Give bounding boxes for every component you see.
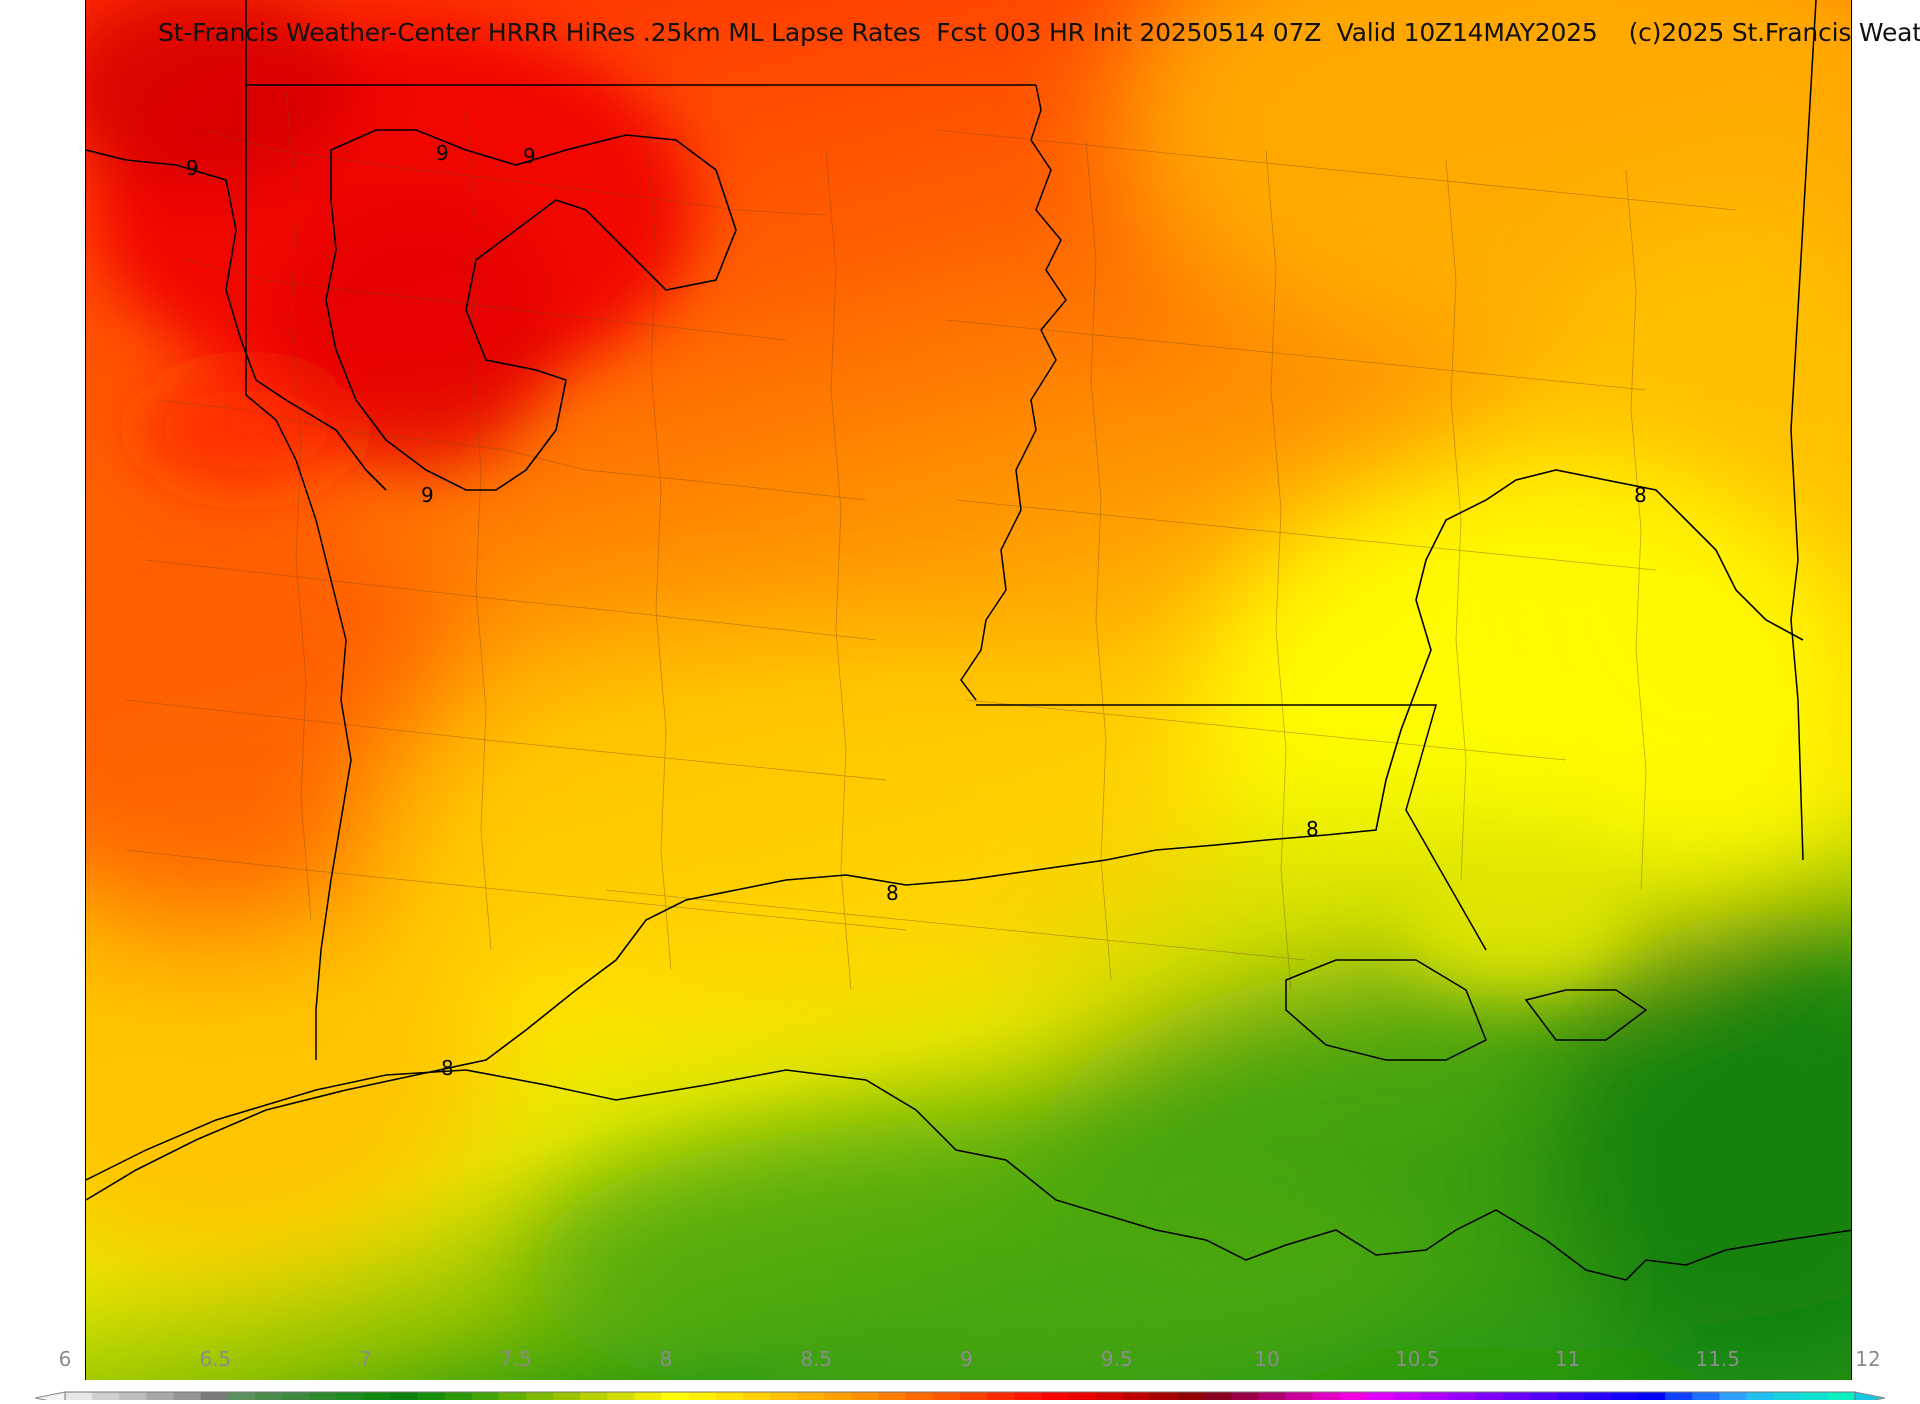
contour-labels: 9 9 9 9 8 8 8 8 xyxy=(186,141,1647,1080)
colorbar-swatch xyxy=(146,1392,174,1404)
colorbar-swatch xyxy=(1095,1392,1124,1404)
colorbar-swatch xyxy=(1231,1392,1259,1404)
colorbar-swatch xyxy=(417,1392,446,1404)
colorbar-swatch xyxy=(743,1392,771,1404)
colorbar-tick-label: 7 xyxy=(359,1347,372,1371)
colorbar-swatch xyxy=(281,1392,310,1404)
colorbar-swatch xyxy=(1610,1392,1639,1404)
colorbar-swatch xyxy=(1773,1392,1802,1404)
colorbar-swatch xyxy=(1665,1392,1693,1404)
colorbar-swatch xyxy=(363,1392,391,1404)
colorbar-swatch xyxy=(1746,1392,1775,1404)
colorbar-swatch xyxy=(770,1392,798,1404)
colorbar-swatch xyxy=(1556,1392,1585,1404)
colorbar-swatch xyxy=(1176,1392,1205,1404)
colorbar-swatch xyxy=(471,1392,500,1404)
lapse-rate-map: 9 9 9 9 8 8 8 8 xyxy=(86,0,1851,1380)
colorbar-tick-label: 11.5 xyxy=(1695,1347,1741,1371)
colorbar-tick-label: 10.5 xyxy=(1394,1347,1440,1371)
colorbar-swatch xyxy=(119,1392,147,1404)
colorbar-swatch xyxy=(851,1392,880,1404)
colorbar-swatch xyxy=(1122,1392,1151,1404)
contour-label-9: 9 xyxy=(523,144,536,168)
contour-label-9: 9 xyxy=(436,141,449,165)
contour-label-8: 8 xyxy=(1306,817,1319,841)
colorbar-swatch xyxy=(309,1392,337,1404)
colorbar-swatch xyxy=(1258,1392,1286,1404)
colorbar-swatch xyxy=(661,1392,690,1404)
colorbar-tick-label: 8 xyxy=(659,1347,673,1371)
colorbar-swatch xyxy=(1800,1392,1829,1404)
colorbar-swatch xyxy=(336,1392,364,1404)
lapse-rate-fill xyxy=(86,0,1851,1380)
colorbar-tick-label: 8.5 xyxy=(800,1347,833,1371)
colorbar-tick-label: 9.5 xyxy=(1100,1347,1133,1371)
map-title: St-Francis Weather-Center HRRR HiRes .25… xyxy=(158,18,1920,47)
colorbar-swatch xyxy=(173,1392,202,1404)
colorbar-swatch xyxy=(824,1392,853,1404)
colorbar-swatch xyxy=(92,1392,120,1404)
colorbar-swatch xyxy=(1502,1392,1531,1404)
contour-label-9: 9 xyxy=(421,483,434,507)
colorbar-swatch xyxy=(444,1392,473,1404)
map-panel: 9 9 9 9 8 8 8 8 xyxy=(85,0,1852,1380)
colorbar-swatch xyxy=(200,1392,229,1404)
state-boundaries xyxy=(86,0,1851,1281)
colorbar-tick-label: 11 xyxy=(1554,1347,1581,1371)
colorbar-swatch xyxy=(1068,1392,1097,1404)
colorbar-swatch xyxy=(1285,1392,1314,1404)
colorbar-swatch xyxy=(932,1392,961,1404)
colorbar-swatch xyxy=(553,1392,581,1404)
colorbar-swatch xyxy=(607,1392,636,1404)
colorbar-swatch xyxy=(797,1392,825,1404)
colorbar-swatch xyxy=(498,1392,527,1404)
colorbar-tick-label: 7.5 xyxy=(499,1347,532,1371)
colorbar-swatch xyxy=(634,1392,663,1404)
colorbar-swatch xyxy=(1529,1392,1558,1404)
colorbar-swatch xyxy=(254,1392,283,1404)
colorbar-swatch xyxy=(987,1392,1015,1404)
contour-label-8: 8 xyxy=(886,881,899,905)
colorbar-extend-high xyxy=(1854,1391,1886,1404)
colorbar-tick-label: 6.5 xyxy=(199,1347,232,1371)
colorbar-swatch xyxy=(1204,1392,1232,1404)
colorbar-tick-label: 10 xyxy=(1254,1347,1280,1371)
colorbar-swatch xyxy=(1421,1392,1449,1404)
colorbar-swatch xyxy=(1827,1392,1856,1404)
county-boundaries xyxy=(125,89,1737,991)
colorbar-swatch xyxy=(1014,1392,1042,1404)
colorbar-extend-low xyxy=(34,1391,66,1404)
colorbar-swatch xyxy=(1719,1392,1748,1404)
colorbar-swatch xyxy=(688,1392,717,1404)
colorbar-swatch xyxy=(905,1392,934,1404)
colorbar-swatch xyxy=(1583,1392,1612,1404)
colorbar-swatch xyxy=(1149,1392,1178,1404)
colorbar-swatch xyxy=(390,1392,419,1404)
colorbar-swatch xyxy=(65,1392,93,1404)
contour-label-8: 8 xyxy=(1634,483,1647,507)
contour-label-9: 9 xyxy=(186,156,199,180)
colorbar-swatch xyxy=(715,1392,744,1404)
colorbar-swatch xyxy=(1448,1392,1476,1404)
colorbar-swatch xyxy=(526,1392,554,1404)
colorbar-swatch xyxy=(1393,1392,1422,1404)
colorbar-swatch xyxy=(960,1392,988,1404)
colorbar-tick-label: 6 xyxy=(58,1347,72,1371)
colorbar-swatch xyxy=(1692,1392,1720,1404)
colorbar-tick-label: 9 xyxy=(960,1347,973,1371)
colorbar-swatch xyxy=(1366,1392,1395,1404)
colorbar-swatch xyxy=(1041,1392,1069,1404)
lapse-rate-contours xyxy=(86,129,1804,1201)
colorbar-swatch xyxy=(1312,1392,1341,1404)
colorbar-frame xyxy=(64,1391,1856,1404)
colorbar-swatch xyxy=(580,1392,608,1404)
colorbar-swatch xyxy=(1339,1392,1368,1404)
contour-label-8: 8 xyxy=(441,1056,454,1080)
colorbar-tick-label: 12 xyxy=(1855,1347,1881,1371)
colorbar-swatch xyxy=(227,1392,256,1404)
colorbar-swatch xyxy=(1475,1392,1503,1404)
colorbar-swatch xyxy=(1638,1392,1666,1404)
colorbar-swatch xyxy=(878,1392,907,1404)
